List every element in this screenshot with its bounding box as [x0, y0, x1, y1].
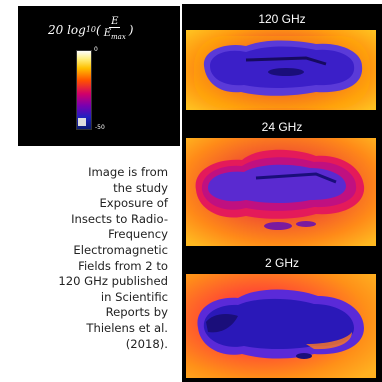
- panel-24ghz: [186, 138, 376, 246]
- panel-label-120ghz: 120 GHz: [258, 12, 306, 26]
- colorbar-min-label: -50: [95, 124, 105, 131]
- caption-line: the study: [113, 180, 168, 195]
- caption-text: Image is from the study Exposure of Inse…: [18, 165, 168, 352]
- caption-line: Thielens et al.: [86, 320, 168, 335]
- colorbar-legend: 20 log 10( E Emax ): [18, 6, 180, 146]
- formula-subscript: 10: [85, 24, 97, 34]
- caption-line: Insects to Radio-: [71, 211, 168, 226]
- caption-line: in Scientific: [100, 289, 168, 304]
- panel-label-2ghz: 2 GHz: [264, 256, 299, 270]
- formula-numerator: E: [109, 16, 121, 28]
- caption-line: (2018).: [125, 336, 168, 351]
- colorbar: [76, 50, 92, 130]
- caption-line: Exposure of: [99, 196, 168, 211]
- formula-fraction: E Emax: [102, 16, 128, 43]
- field-panels: 120 GHz 24 GHz: [182, 4, 382, 382]
- formula-denominator: Emax: [103, 28, 126, 41]
- caption-line: Reports by: [105, 305, 168, 320]
- legend-formula: 20 log 10( E Emax ): [48, 16, 134, 43]
- caption-line: 120 GHz published: [58, 274, 168, 289]
- caption-line: Electromagnetic: [73, 242, 168, 257]
- colorbar-swatch: [78, 118, 86, 126]
- panel-label-24ghz: 24 GHz: [261, 120, 303, 134]
- caption-line: Frequency: [108, 227, 168, 242]
- panel-2ghz: [186, 274, 376, 378]
- colorbar-max-label: 0: [94, 46, 98, 53]
- caption-line: Fields from 2 to: [78, 258, 168, 273]
- panel-120ghz: [186, 30, 376, 118]
- formula-prefix: 20 log: [48, 22, 86, 37]
- caption-line: Image is from: [88, 165, 168, 179]
